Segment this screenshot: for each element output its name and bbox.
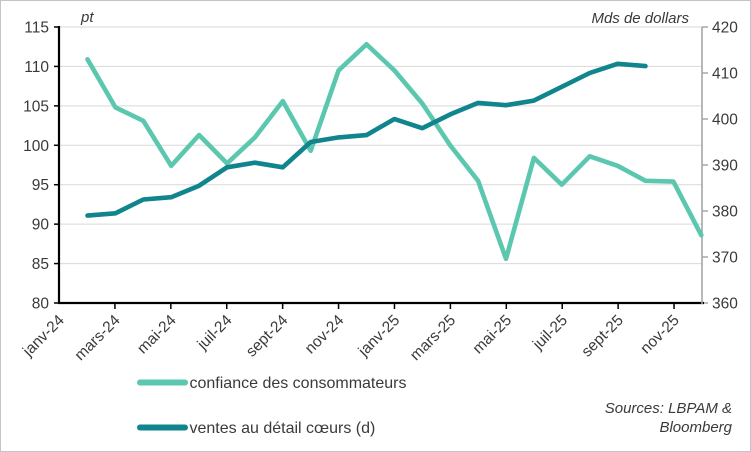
x-axis-tick-label: janv-25 <box>355 312 404 361</box>
x-axis-tick-label: mars-24 <box>72 312 124 364</box>
left-axis-tick-label: 105 <box>23 98 49 115</box>
series-line-confiance <box>85 41 704 262</box>
right-axis-tick-label: 370 <box>712 250 738 267</box>
right-axis-tick-label: 410 <box>712 66 738 83</box>
x-axis-tick-label: mai-25 <box>470 312 516 358</box>
right-axis-tick-label: 360 <box>712 296 738 313</box>
left-axis-tick-label: 85 <box>32 256 49 273</box>
data-series <box>85 41 704 262</box>
x-axis-tick-label: nov-25 <box>637 312 683 358</box>
right-axis-tick-label: 390 <box>712 158 738 175</box>
x-axis-tick-label: juil-25 <box>529 312 571 354</box>
x-axis-tick-label: janv-24 <box>19 312 68 361</box>
right-axis-tick-label: 420 <box>712 20 738 37</box>
legend-label-confiance: confiance des consommateurs <box>190 375 407 392</box>
series-line-ventes <box>85 61 648 218</box>
right-axis-title: Mds de dollars <box>591 10 689 27</box>
left-axis-tick-label: 80 <box>32 296 50 313</box>
x-axis-tick-label: nov-24 <box>302 312 348 358</box>
right-axis-tick-label: 400 <box>712 112 738 129</box>
sources-line-1: Sources: LBPAM & <box>605 400 732 417</box>
left-axis-tick-label: 90 <box>32 217 50 234</box>
left-axis-tick-label: 100 <box>23 138 49 155</box>
left-axis-tick-label: 115 <box>24 20 49 37</box>
sources-line-2: Bloomberg <box>659 419 732 436</box>
left-axis-title: pt <box>80 9 94 26</box>
x-axis-tick-label: mai-24 <box>134 312 180 358</box>
left-axis-tick-label: 110 <box>24 59 49 76</box>
x-axis-tick-label: sept-24 <box>243 312 292 361</box>
legend: confiance des consommateurs ventes au dé… <box>137 375 407 437</box>
gridlines <box>59 26 702 265</box>
x-axis-tick-label: juil-24 <box>194 312 236 354</box>
right-axis-tick-label: 380 <box>712 204 738 221</box>
x-axis-tick-label: sept-25 <box>578 312 627 361</box>
x-axis-tick-label: mars-25 <box>407 312 459 364</box>
axis-ticks-and-labels: 80 85 90 95 100 105 110 115 360 370 380 390 400 410 42… <box>19 20 738 365</box>
sources-note: Sources: LBPAM & Bloomberg <box>605 400 733 436</box>
legend-label-ventes: ventes au détail cœurs (d) <box>190 420 376 437</box>
left-axis-tick-label: 95 <box>32 177 49 194</box>
